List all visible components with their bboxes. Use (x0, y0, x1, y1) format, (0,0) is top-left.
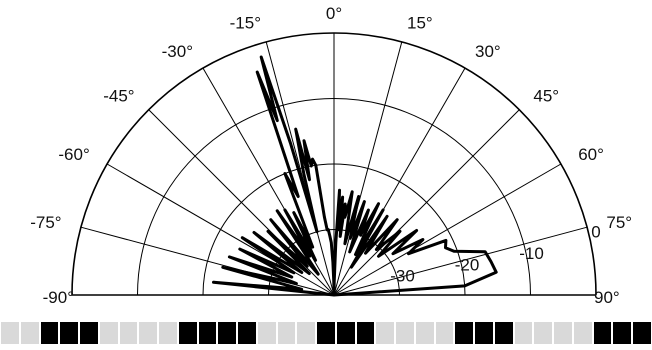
angle-tick-label: -90° (43, 288, 74, 307)
strip-cell-light (20, 322, 39, 344)
strip-cell-dark (198, 322, 217, 344)
strip-cell-light (139, 322, 158, 344)
angular-grid-line (333, 41, 403, 296)
angle-tick-label: 30° (475, 42, 501, 61)
radial-tick-label: -10 (519, 244, 544, 263)
strip-cell-dark (475, 322, 493, 344)
polar-chart: -90° -75° -60° -45° -30° -15° 0° 15° 30° 45° 60° 75… (30, 4, 632, 307)
strip-cell-dark (60, 322, 79, 344)
strip-cell-dark (238, 322, 256, 344)
angle-tick-label: -15° (230, 14, 261, 33)
angle-tick-label: -60° (58, 145, 89, 164)
strip-cell-dark (494, 322, 513, 344)
strip-cell-light (534, 322, 553, 344)
angular-grid-line (265, 41, 335, 296)
angle-tick-label: -30° (162, 42, 193, 61)
strip-cell-light (554, 322, 572, 344)
pattern-strip (0, 322, 652, 344)
strip-cell-dark (356, 322, 375, 344)
angle-tick-label: -45° (103, 87, 134, 106)
angle-tick-label: 75° (606, 213, 632, 232)
strip-cell-dark (633, 322, 651, 344)
strip-cell-dark (593, 322, 612, 344)
angle-tick-label: -75° (30, 213, 61, 232)
angular-grid-line (333, 163, 562, 296)
angle-tick-label: 45° (533, 87, 559, 106)
radial-tick-label: -30 (390, 267, 415, 286)
strip-cell-light (1, 322, 19, 344)
strip-cell-light (435, 322, 454, 344)
strip-cell-dark (80, 322, 98, 344)
strip-cell-light (159, 322, 177, 344)
angular-grid-line (333, 109, 520, 296)
strip-cell-dark (218, 322, 237, 344)
strip-cell-light (257, 322, 276, 344)
angle-tick-label: 15° (407, 14, 433, 33)
strip-cell-dark (455, 322, 474, 344)
strip-cell-light (277, 322, 296, 344)
strip-cell-light (99, 322, 118, 344)
strip-cell-light (396, 322, 414, 344)
radial-tick-label: 0 (591, 223, 600, 242)
radial-tick-label: -20 (455, 255, 480, 274)
strip-cell-light (376, 322, 395, 344)
plot-area (212, 55, 498, 297)
angular-grid-line (106, 163, 335, 296)
strip-cell-dark (317, 322, 335, 344)
strip-cell-light (297, 322, 316, 344)
strip-cell-dark (40, 322, 59, 344)
strip-cell-dark (336, 322, 355, 344)
axis-labels: -90° -75° -60° -45° -30° -15° 0° 15° 30° 45° 60° 75… (30, 4, 632, 307)
strip-cell-light (119, 322, 138, 344)
angle-tick-label: 90° (594, 288, 620, 307)
strip-cell-dark (178, 322, 197, 344)
strip-cell-dark (613, 322, 632, 344)
strip-cell-light (573, 322, 592, 344)
angle-tick-label: 0° (326, 4, 342, 23)
angle-tick-label: 60° (578, 145, 604, 164)
strip-cell-light (514, 322, 533, 344)
radiation-pattern-series (212, 55, 498, 297)
angular-grid-line (333, 226, 588, 296)
strip-cell-light (415, 322, 434, 344)
